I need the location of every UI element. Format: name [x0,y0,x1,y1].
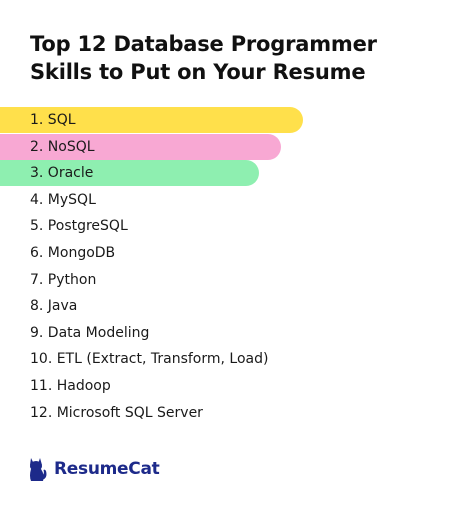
list-item: 12. Microsoft SQL Server [0,400,474,427]
skill-label: 1. SQL [30,112,76,128]
skill-label: 11. Hadoop [30,377,111,394]
highlight-bar-3 [0,160,259,187]
list-item: 4. MySQL [0,187,474,214]
skill-label: 3. Oracle [30,165,94,182]
title-line-1: Top 12 Database Programmer [30,32,377,56]
page-title: Top 12 Database Programmer Skills to Put… [30,30,450,86]
highlight-bar-1 [0,107,303,133]
skill-label: 7. Python [30,271,97,288]
title-line-2: Skills to Put on Your Resume [30,60,366,84]
skill-label: 4. MySQL [30,191,96,208]
list-item: 9. Data Modeling [0,320,474,347]
highlight-bar-2 [0,133,281,160]
list-item: 8. Java [0,293,474,320]
brand-name: ResumeCat [54,459,160,479]
list-item: 5. PostgreSQL [0,213,474,240]
list-item: 2. NoSQL [0,133,474,161]
list-item: 11. Hadoop [0,373,474,400]
skills-list: 1. SQL 2. NoSQL 3. Oracle 4. MySQL 5. Po… [0,107,474,426]
skill-label: 9. Data Modeling [30,324,150,341]
skill-label: 12. Microsoft SQL Server [30,404,203,421]
list-item: 10. ETL (Extract, Transform, Load) [0,346,474,373]
list-item: 6. MongoDB [0,240,474,267]
skill-label: 10. ETL (Extract, Transform, Load) [30,351,269,368]
list-item: 1. SQL [0,107,474,134]
skill-label: 6. MongoDB [30,244,116,261]
skill-label: 5. PostgreSQL [30,218,128,235]
list-item: 3. Oracle [0,160,474,187]
list-item: 7. Python [0,267,474,294]
cat-icon [28,456,48,482]
skill-label: 2. NoSQL [30,138,95,155]
brand-logo: ResumeCat [28,455,160,483]
skill-label: 8. Java [30,298,78,315]
